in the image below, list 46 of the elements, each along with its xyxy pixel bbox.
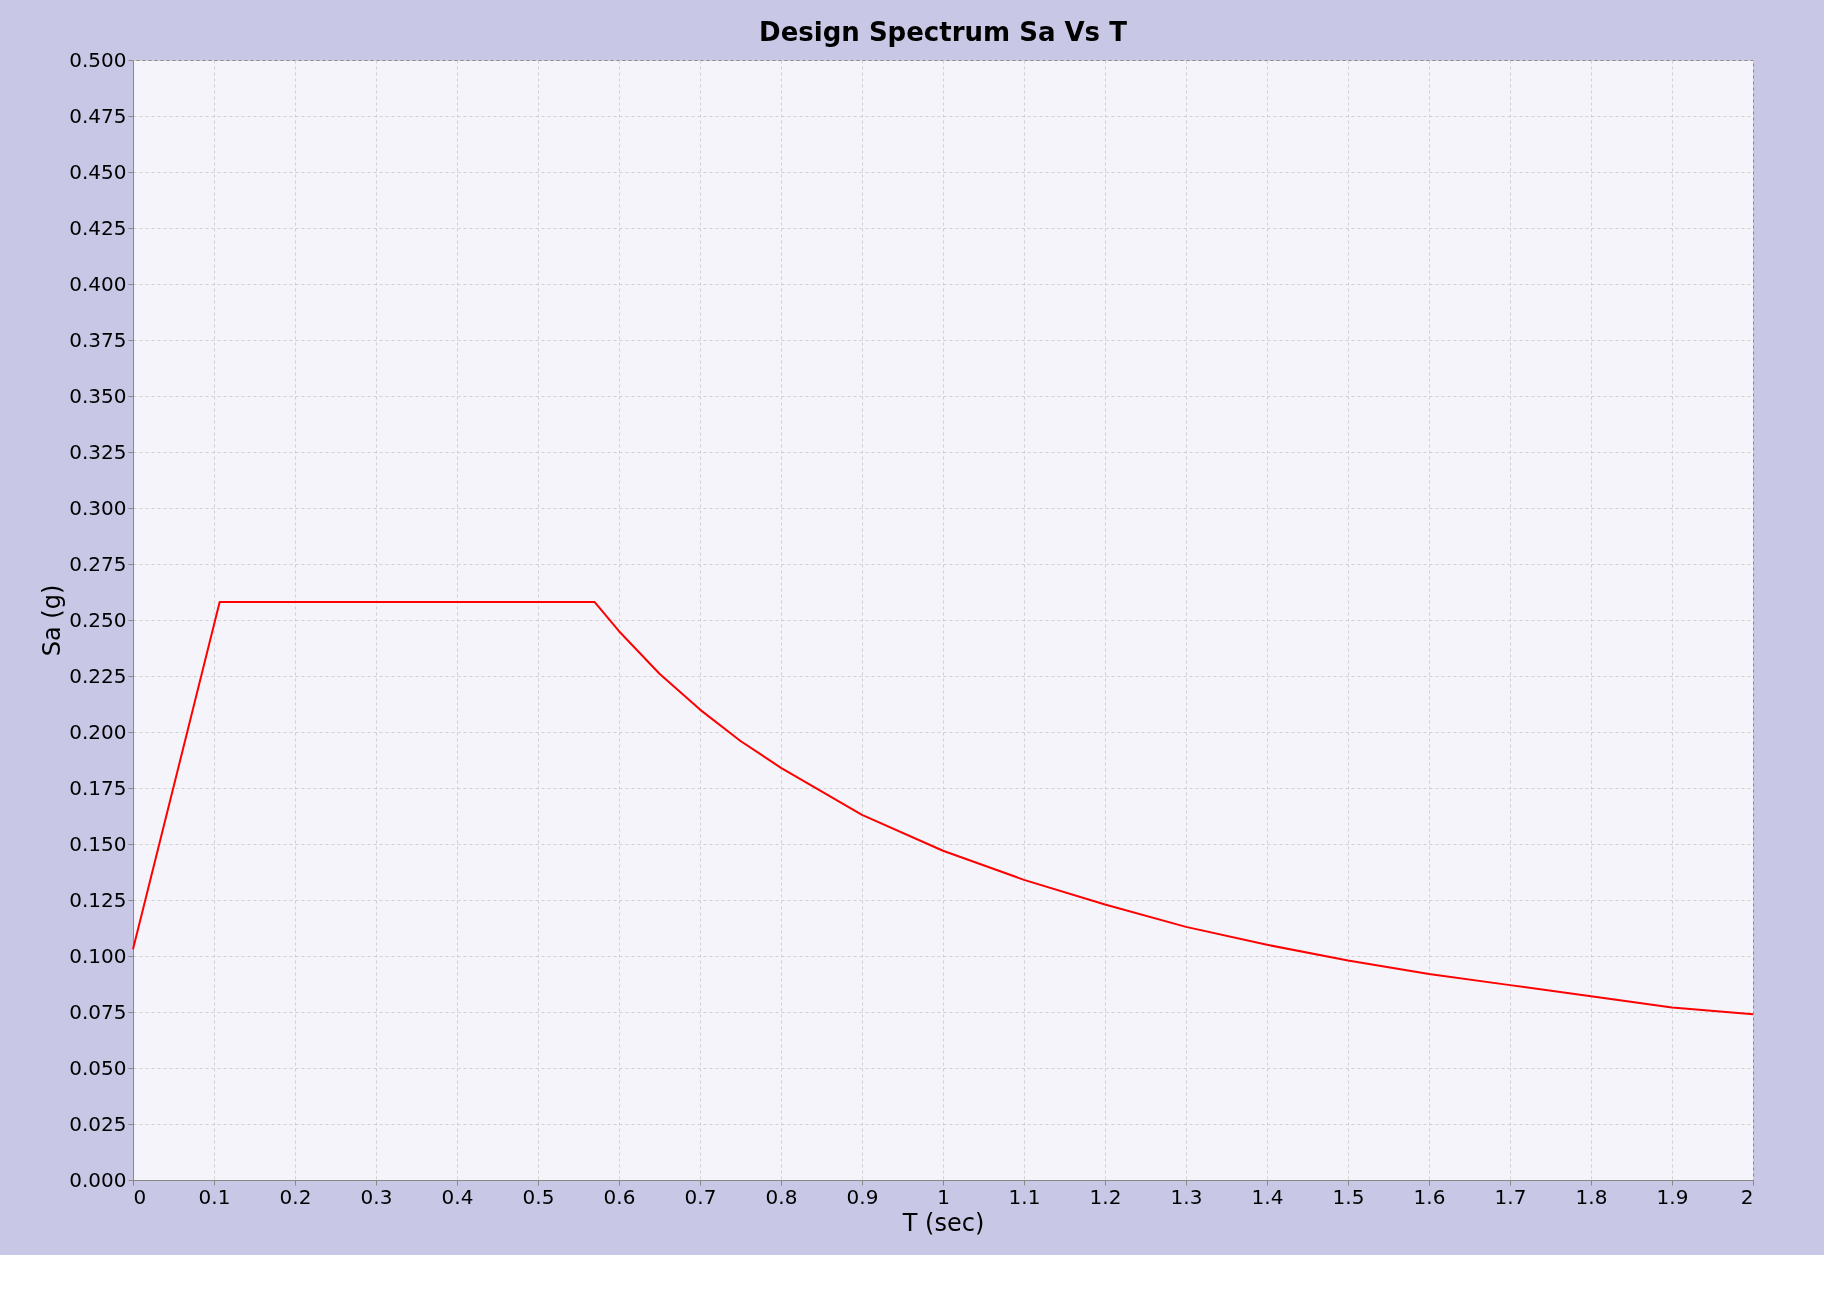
y-tick-label: 0.350 [69,383,127,408]
y-tick-label: 0.400 [69,271,127,296]
x-tick-label: 0.7 [684,1184,717,1209]
x-tick-label: 1.2 [1089,1184,1122,1209]
y-tick-label: 0.250 [69,607,127,632]
x-tick-label: 0.1 [198,1184,231,1209]
y-tick-label: 0.100 [69,943,127,968]
y-tick-label: 0.000 [69,1167,127,1192]
x-tick-label: 1.8 [1575,1184,1608,1209]
x-axis-title: T (sec) [901,1208,985,1237]
x-tick-label: 1.4 [1251,1184,1284,1209]
x-tick-label: 1.3 [1170,1184,1203,1209]
y-tick-label: 0.375 [69,327,127,352]
x-tick-label: 1.7 [1494,1184,1527,1209]
x-tick-label: 1.6 [1413,1184,1446,1209]
y-tick-label: 0.425 [69,215,127,240]
y-tick-label: 0.150 [69,831,127,856]
y-tick-label: 0.175 [69,775,127,800]
y-tick-label: 0.225 [69,663,127,688]
x-tick-label: 0.8 [765,1184,798,1209]
y-tick-label: 0.475 [69,103,127,128]
chart-title: Design Spectrum Sa Vs T [759,17,1128,47]
y-tick-label: 0.500 [69,47,127,72]
x-tick-label: 1 [937,1184,950,1209]
x-tick-label: 0 [133,1184,147,1209]
x-tick-label: 0.6 [603,1184,636,1209]
line-series [132,601,1754,1016]
x-tick-label: 0.5 [522,1184,555,1209]
y-tick-label: 0.075 [69,999,127,1024]
x-tick-label: 1.9 [1656,1184,1689,1209]
y-tick-label: 0.450 [69,159,127,184]
x-tick-label: 0.2 [279,1184,312,1209]
y-tick-label: 0.050 [69,1055,127,1080]
y-tick-label: 0.300 [69,495,127,520]
x-tick-label: 0.9 [846,1184,879,1209]
x-tick-label: 0.3 [360,1184,393,1209]
y-tick-label: 0.025 [69,1111,127,1136]
x-tick-label: 0.4 [441,1184,474,1209]
y-tick-label: 0.200 [69,719,127,744]
x-tick-label: 2 [1740,1184,1754,1209]
x-tick-label: 1.5 [1332,1184,1365,1209]
y-axis-title: Sa (g) [38,584,67,657]
y-tick-label: 0.125 [69,887,127,912]
y-tick-label: 0.325 [69,439,127,464]
x-tick-label: 1.1 [1008,1184,1041,1209]
y-tick-label: 0.275 [69,551,127,576]
